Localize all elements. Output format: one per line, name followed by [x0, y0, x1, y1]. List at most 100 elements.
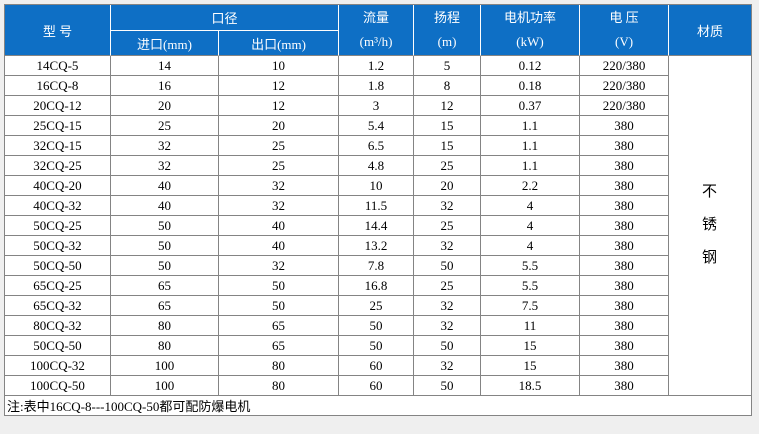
voltage-cell: 380 [580, 336, 670, 356]
model-cell: 80CQ-32 [5, 316, 111, 336]
model-cell: 40CQ-32 [5, 196, 111, 216]
head-cell: 25 [414, 276, 482, 296]
table-row: 100CQ-50 100 80 60 50 18.5 380 [5, 376, 751, 396]
model-cell: 65CQ-32 [5, 296, 111, 316]
voltage-cell: 380 [580, 356, 670, 376]
model-cell: 32CQ-25 [5, 156, 111, 176]
flow-cell: 60 [339, 356, 415, 376]
col-header-head: 扬程 (m) [414, 5, 482, 56]
inlet-cell: 65 [111, 296, 219, 316]
head-cell: 25 [414, 216, 482, 236]
power-cell: 18.5 [481, 376, 581, 396]
voltage-cell: 380 [580, 116, 670, 136]
head-cell: 8 [414, 76, 482, 96]
flow-cell: 13.2 [339, 236, 415, 256]
model-cell: 100CQ-32 [5, 356, 111, 376]
inlet-cell: 65 [111, 276, 219, 296]
model-cell: 20CQ-12 [5, 96, 111, 116]
model-cell: 50CQ-50 [5, 336, 111, 356]
col-header-inlet: 进口(mm) [111, 31, 219, 56]
table-row: 100CQ-32 100 80 60 32 15 380 [5, 356, 751, 376]
flow-cell: 1.8 [339, 76, 415, 96]
flow-cell: 5.4 [339, 116, 415, 136]
table-row: 65CQ-32 65 50 25 32 7.5 380 [5, 296, 751, 316]
voltage-cell: 380 [580, 296, 670, 316]
voltage-cell: 380 [580, 216, 670, 236]
power-cell: 5.5 [481, 276, 581, 296]
flow-cell: 1.2 [339, 56, 415, 76]
head-cell: 25 [414, 156, 482, 176]
pump-spec-table: 型 号 口径 流量 (m³/h) 扬程 (m) 电机功率 (kW) 电 压 (V… [5, 5, 752, 415]
inlet-cell: 14 [111, 56, 219, 76]
table-row: 40CQ-20 40 32 10 20 2.2 380 [5, 176, 751, 196]
col-header-power: 电机功率 (kW) [481, 5, 581, 56]
col-header-power-title: 电机功率 [504, 10, 557, 25]
power-cell: 1.1 [481, 156, 581, 176]
voltage-cell: 380 [580, 136, 670, 156]
inlet-cell: 80 [111, 316, 219, 336]
head-cell: 20 [414, 176, 482, 196]
table-row: 20CQ-12 20 12 3 12 0.37 220/380 [5, 96, 751, 116]
outlet-cell: 50 [219, 276, 340, 296]
head-cell: 32 [414, 196, 482, 216]
table-row: 65CQ-25 65 50 16.8 25 5.5 380 [5, 276, 751, 296]
voltage-cell: 220/380 [580, 56, 670, 76]
outlet-cell: 25 [219, 136, 340, 156]
power-cell: 15 [481, 356, 581, 376]
power-cell: 0.12 [481, 56, 581, 76]
flow-cell: 10 [339, 176, 415, 196]
power-cell: 0.37 [481, 96, 581, 116]
model-cell: 50CQ-25 [5, 216, 111, 236]
outlet-cell: 32 [219, 196, 340, 216]
col-header-head-title: 扬程 [434, 10, 461, 25]
outlet-cell: 65 [219, 336, 340, 356]
outlet-cell: 12 [219, 76, 340, 96]
inlet-cell: 50 [111, 216, 219, 236]
voltage-cell: 220/380 [580, 96, 670, 116]
table-header: 型 号 口径 流量 (m³/h) 扬程 (m) 电机功率 (kW) 电 压 (V… [5, 5, 752, 56]
head-cell: 50 [414, 336, 482, 356]
material-cell: 不 锈 钢 [669, 56, 752, 396]
table-row: 32CQ-25 32 25 4.8 25 1.1 380 [5, 156, 751, 176]
col-header-flow-title: 流量 [363, 10, 390, 25]
voltage-cell: 380 [580, 176, 670, 196]
head-cell: 15 [414, 136, 482, 156]
table-note: 注:表中16CQ-8---100CQ-50都可配防爆电机 [5, 396, 752, 415]
inlet-cell: 50 [111, 256, 219, 276]
voltage-cell: 380 [580, 316, 670, 336]
voltage-cell: 380 [580, 156, 670, 176]
model-cell: 100CQ-50 [5, 376, 111, 396]
model-cell: 65CQ-25 [5, 276, 111, 296]
outlet-cell: 32 [219, 256, 340, 276]
col-header-material: 材质 [669, 5, 752, 56]
head-cell: 50 [414, 376, 482, 396]
outlet-cell: 32 [219, 176, 340, 196]
col-header-voltage-unit: (V) [614, 34, 634, 49]
flow-cell: 11.5 [339, 196, 415, 216]
note-row: 注:表中16CQ-8---100CQ-50都可配防爆电机 [5, 396, 752, 415]
head-cell: 32 [414, 236, 482, 256]
flow-cell: 50 [339, 336, 415, 356]
outlet-cell: 80 [219, 356, 340, 376]
power-cell: 15 [481, 336, 581, 356]
flow-cell: 14.4 [339, 216, 415, 236]
inlet-cell: 20 [111, 96, 219, 116]
outlet-cell: 50 [219, 296, 340, 316]
power-cell: 1.1 [481, 116, 581, 136]
col-header-outlet: 出口(mm) [219, 31, 340, 56]
head-cell: 32 [414, 356, 482, 376]
outlet-cell: 12 [219, 96, 340, 116]
power-cell: 4 [481, 196, 581, 216]
power-cell: 11 [481, 316, 581, 336]
flow-cell: 16.8 [339, 276, 415, 296]
table-row: 16CQ-8 16 12 1.8 8 0.18 220/380 [5, 76, 751, 96]
outlet-cell: 40 [219, 216, 340, 236]
voltage-cell: 220/380 [580, 76, 670, 96]
voltage-cell: 380 [580, 256, 670, 276]
model-cell: 32CQ-15 [5, 136, 111, 156]
inlet-cell: 100 [111, 376, 219, 396]
head-cell: 5 [414, 56, 482, 76]
head-cell: 32 [414, 316, 482, 336]
flow-cell: 3 [339, 96, 415, 116]
table-row: 50CQ-25 50 40 14.4 25 4 380 [5, 216, 751, 236]
